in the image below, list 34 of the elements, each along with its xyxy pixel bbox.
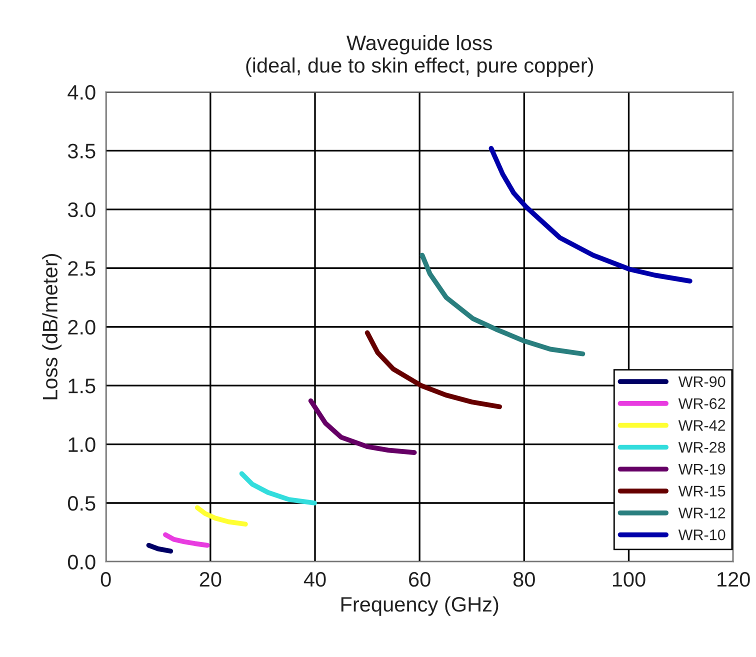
legend-label: WR-42	[678, 420, 726, 431]
y-tick-label: 0.5	[68, 496, 96, 511]
legend-label: WR-15	[678, 486, 726, 497]
legend-label: WR-10	[678, 529, 726, 540]
line-series	[420, 252, 586, 356]
line-series	[308, 398, 417, 455]
y-tick-label: 1.0	[68, 437, 96, 452]
legend-label: WR-62	[678, 398, 726, 409]
y-tick-label: 3.0	[68, 202, 96, 218]
x-tick-label: 120	[718, 572, 750, 587]
line-series	[239, 471, 317, 506]
y-tick-label: 2.0	[68, 320, 96, 335]
chart-title: Waveguide loss (ideal, due to skin effect, pure copper)	[246, 35, 593, 77]
legend-label: WR-12	[678, 508, 726, 518]
line-series	[194, 505, 248, 527]
legend-label: WR-28	[678, 442, 726, 453]
y-tick-label: 2.5	[68, 261, 96, 276]
legend-label: WR-19	[678, 464, 726, 475]
y-tick-label: 0.0	[68, 554, 96, 570]
legend-label: WR-90	[678, 376, 726, 388]
y-tick-label: 4.0	[68, 84, 96, 100]
line-series	[488, 146, 692, 284]
x-tick-label: 100	[612, 572, 646, 587]
line-series	[364, 330, 502, 410]
line-series	[163, 532, 210, 548]
x-tick-label: 80	[513, 572, 535, 587]
x-axis-title: Frequency (GHz)	[341, 596, 498, 616]
y-tick-label: 3.5	[68, 144, 96, 158]
x-tick-label: 20	[200, 572, 222, 587]
x-tick-label: 40	[304, 572, 326, 587]
x-tick-label: 0	[100, 572, 111, 587]
y-tick-label: 1.5	[68, 378, 96, 394]
x-tick-label: 60	[409, 572, 430, 587]
y-axis-title: Loss (dB/meter)	[42, 254, 62, 400]
